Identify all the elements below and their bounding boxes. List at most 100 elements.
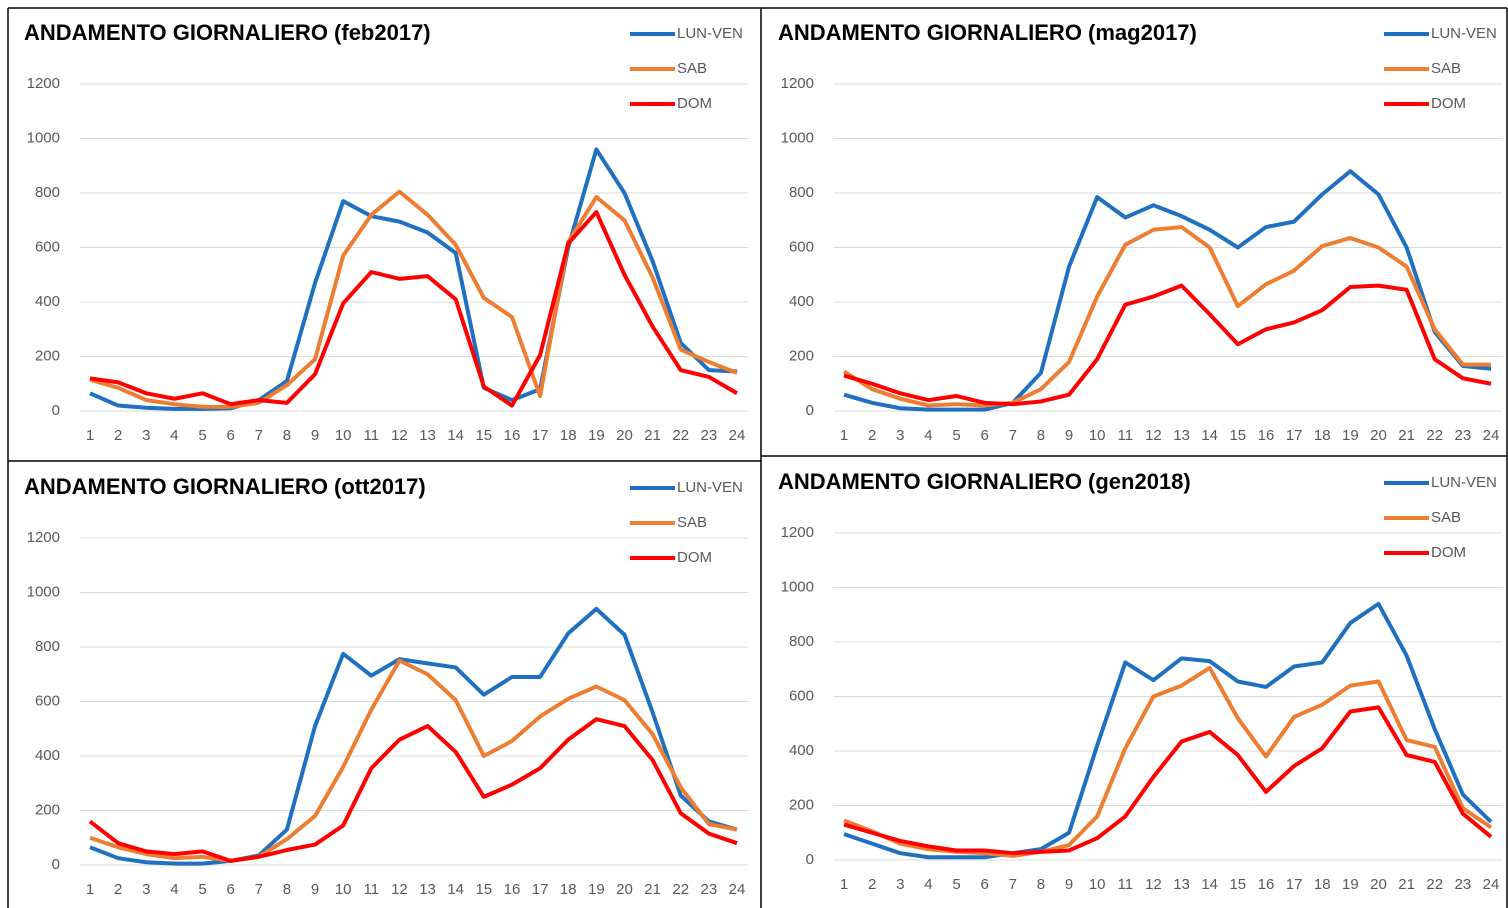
- x-tick-label: 3: [896, 876, 904, 893]
- data-line: [89, 189, 738, 409]
- x-tick-label: 18: [1314, 427, 1331, 444]
- x-tick-label: 3: [142, 881, 150, 898]
- y-tick-label: 0: [52, 402, 60, 419]
- data-line: [89, 606, 738, 866]
- x-tick-label: 18: [560, 881, 577, 898]
- y-tick-label: 1000: [781, 129, 814, 146]
- x-tick-label: 7: [255, 427, 263, 444]
- x-tick-label: 5: [198, 881, 206, 898]
- x-tick-label: 12: [1145, 427, 1162, 444]
- x-tick-label: 23: [701, 881, 718, 898]
- x-tick-label: 23: [1455, 427, 1472, 444]
- x-tick-label: 17: [1286, 876, 1303, 893]
- y-tick-label: 200: [35, 801, 60, 818]
- y-tick-label: 400: [789, 293, 814, 310]
- x-tick-label: 16: [1258, 876, 1275, 893]
- x-tick-label: 22: [1426, 876, 1443, 893]
- y-tick-label: 600: [789, 238, 814, 255]
- y-tick-label: 600: [789, 687, 814, 704]
- x-tick-label: 22: [672, 427, 689, 444]
- data-line: [843, 705, 1493, 856]
- legend-label: LUN-VEN: [1431, 474, 1497, 491]
- x-tick-label: 1: [840, 876, 848, 893]
- x-tick-label: 6: [226, 427, 234, 444]
- x-tick-label: 22: [672, 881, 689, 898]
- x-tick-label: 3: [142, 427, 150, 444]
- x-tick-label: 8: [1037, 427, 1045, 444]
- y-tick-label: 800: [789, 184, 814, 201]
- y-tick-label: 800: [35, 184, 60, 201]
- y-tick-label: 600: [35, 238, 60, 255]
- x-tick-label: 1: [86, 427, 94, 444]
- x-tick-label: 20: [1370, 876, 1387, 893]
- legend-label: DOM: [1431, 95, 1466, 112]
- data-line: [89, 147, 738, 411]
- x-tick-label: 20: [616, 427, 633, 444]
- x-tick-label: 10: [335, 427, 352, 444]
- x-tick-label: 10: [1089, 427, 1106, 444]
- y-tick-label: 1200: [27, 529, 60, 546]
- chart-panel: ANDAMENTO GIORNALIERO (ott2017) 0 200 400 60…: [24, 474, 748, 898]
- y-tick-label: 400: [35, 747, 60, 764]
- x-tick-label: 21: [1398, 876, 1415, 893]
- x-tick-label: 6: [980, 876, 988, 893]
- x-tick-label: 21: [644, 881, 661, 898]
- legend-label: LUN-VEN: [1431, 25, 1497, 42]
- x-tick-label: 24: [729, 427, 746, 444]
- data-line: [843, 283, 1492, 407]
- x-tick-label: 7: [255, 881, 263, 898]
- x-tick-label: 18: [560, 427, 577, 444]
- x-tick-label: 12: [1145, 876, 1162, 893]
- chart-panel: ANDAMENTO GIORNALIERO (feb2017) 0 200 400 60…: [24, 20, 748, 444]
- x-tick-label: 14: [1201, 876, 1218, 893]
- chart-panel: ANDAMENTO GIORNALIERO (mag2017) 0 200 400 60…: [778, 20, 1502, 444]
- x-tick-label: 22: [1426, 427, 1443, 444]
- legend-label: LUN-VEN: [677, 479, 743, 496]
- x-tick-label: 13: [419, 427, 436, 444]
- legend-label: SAB: [1431, 60, 1461, 77]
- chart-title: ANDAMENTO GIORNALIERO (ott2017): [24, 474, 426, 499]
- x-tick-label: 9: [1065, 427, 1073, 444]
- x-tick-label: 8: [1037, 876, 1045, 893]
- x-tick-label: 7: [1009, 427, 1017, 444]
- x-tick-label: 20: [616, 881, 633, 898]
- x-tick-label: 12: [391, 881, 408, 898]
- data-line: [842, 225, 1491, 408]
- data-line: [89, 658, 738, 863]
- x-tick-label: 24: [1483, 427, 1500, 444]
- panel-borders: [7, 7, 1508, 908]
- y-tick-label: 800: [35, 638, 60, 655]
- y-tick-label: 1000: [27, 129, 60, 146]
- legend-label: LUN-VEN: [677, 25, 743, 42]
- legend-label: SAB: [677, 514, 707, 531]
- x-tick-label: 24: [1483, 876, 1500, 893]
- x-tick-label: 14: [447, 427, 464, 444]
- x-tick-label: 17: [532, 427, 549, 444]
- x-tick-label: 5: [198, 427, 206, 444]
- x-tick-label: 2: [114, 427, 122, 444]
- x-tick-label: 9: [311, 881, 319, 898]
- x-tick-label: 1: [840, 427, 848, 444]
- x-tick-label: 4: [170, 427, 178, 444]
- x-tick-label: 8: [283, 427, 291, 444]
- x-tick-label: 23: [701, 427, 718, 444]
- chart-title: ANDAMENTO GIORNALIERO (mag2017): [778, 20, 1197, 45]
- x-tick-label: 10: [335, 881, 352, 898]
- legend-label: SAB: [1431, 509, 1461, 526]
- y-tick-label: 200: [789, 796, 814, 813]
- x-tick-label: 2: [114, 881, 122, 898]
- y-tick-label: 200: [789, 347, 814, 364]
- x-tick-label: 5: [952, 876, 960, 893]
- x-tick-label: 11: [364, 881, 380, 898]
- x-tick-label: 19: [1342, 876, 1359, 893]
- x-tick-label: 3: [896, 427, 904, 444]
- x-tick-label: 19: [1342, 427, 1359, 444]
- x-tick-label: 21: [644, 427, 661, 444]
- x-tick-label: 19: [588, 881, 605, 898]
- chart-title: ANDAMENTO GIORNALIERO (feb2017): [24, 20, 431, 45]
- y-tick-label: 1200: [781, 75, 814, 92]
- y-tick-label: 0: [806, 402, 814, 419]
- y-tick-label: 400: [35, 293, 60, 310]
- y-tick-label: 400: [789, 742, 814, 759]
